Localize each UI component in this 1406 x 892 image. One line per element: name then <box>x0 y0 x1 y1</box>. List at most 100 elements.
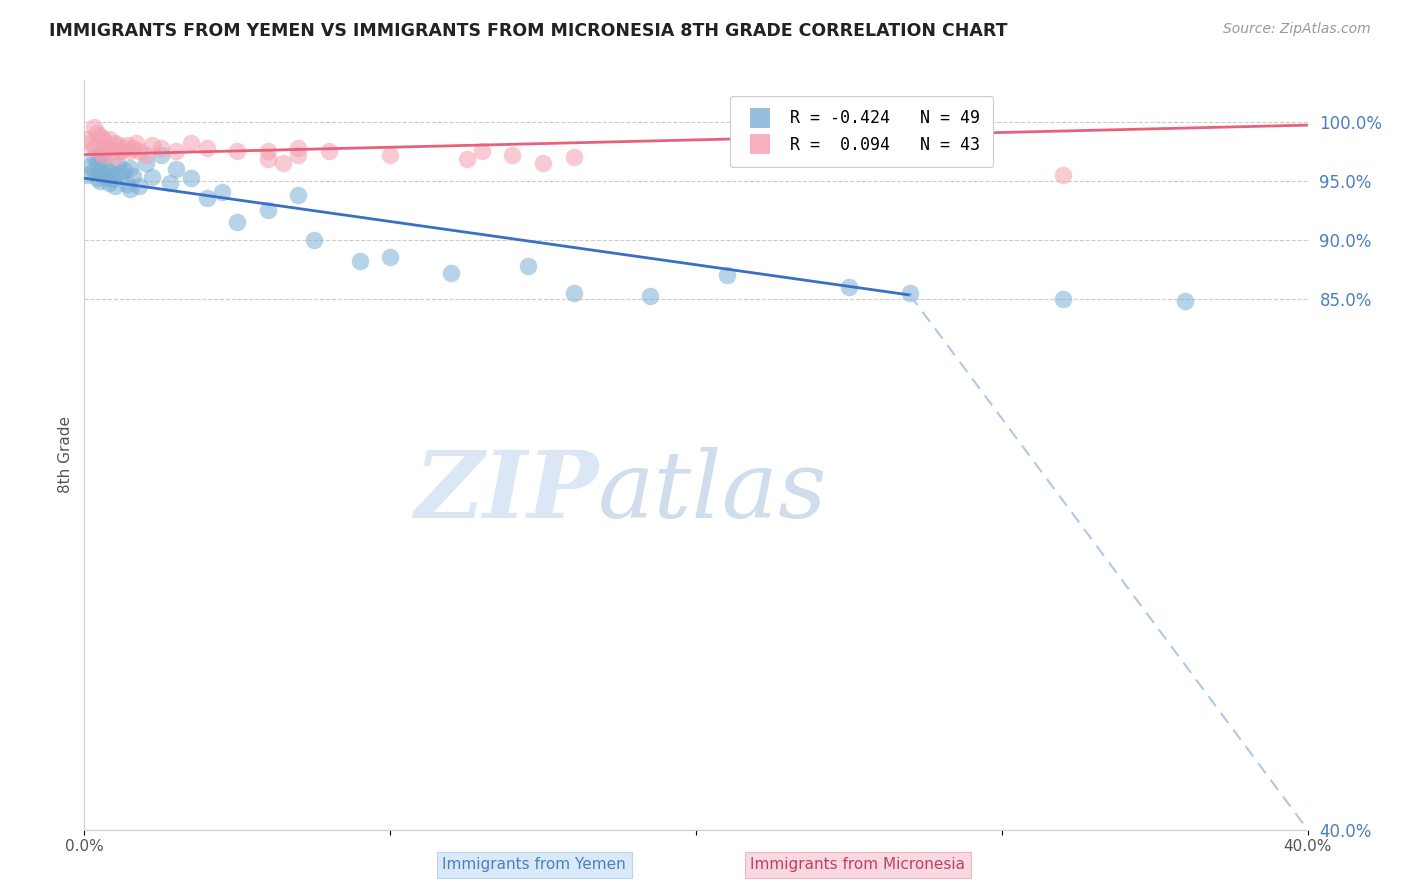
Text: Immigrants from Yemen: Immigrants from Yemen <box>443 857 626 872</box>
Point <box>349 253 371 268</box>
Point <box>107 138 129 153</box>
Point <box>141 138 163 153</box>
Point <box>195 140 218 154</box>
Point <box>440 266 463 280</box>
Point <box>89 164 111 178</box>
Point <box>149 140 172 154</box>
Point <box>120 182 142 196</box>
Point <box>91 168 114 182</box>
Point <box>91 147 114 161</box>
Point <box>287 147 309 161</box>
Point <box>115 138 138 153</box>
Point <box>101 172 124 186</box>
Point <box>76 132 98 146</box>
Point <box>135 147 157 161</box>
Point <box>94 138 117 153</box>
Point <box>97 176 120 190</box>
Point <box>94 161 117 176</box>
Point <box>86 127 108 141</box>
Point <box>115 177 138 191</box>
Point <box>838 279 860 293</box>
Point <box>104 179 127 194</box>
Point <box>110 144 132 158</box>
Point <box>271 156 294 170</box>
Point <box>898 285 921 300</box>
Point <box>107 158 129 172</box>
Point <box>128 144 150 158</box>
Point <box>502 147 524 161</box>
Point <box>83 150 105 164</box>
Text: atlas: atlas <box>598 448 828 537</box>
Point <box>180 136 202 150</box>
Point <box>128 179 150 194</box>
Point <box>1174 293 1197 308</box>
Point <box>89 147 111 161</box>
Y-axis label: 8th Grade: 8th Grade <box>58 417 73 493</box>
Point <box>165 161 187 176</box>
Point <box>135 156 157 170</box>
Legend: R = -0.424   N = 49, R =  0.094   N = 43: R = -0.424 N = 49, R = 0.094 N = 43 <box>730 96 994 167</box>
Point <box>257 144 280 158</box>
Point <box>83 140 105 154</box>
Point <box>97 132 120 146</box>
Point <box>257 203 280 218</box>
Point <box>287 140 309 154</box>
Point <box>141 169 163 184</box>
Text: Immigrants from Micronesia: Immigrants from Micronesia <box>751 857 965 872</box>
Point <box>149 147 172 161</box>
Point <box>516 259 538 273</box>
Point <box>89 173 111 187</box>
Point <box>97 165 120 179</box>
Text: Source: ZipAtlas.com: Source: ZipAtlas.com <box>1223 22 1371 37</box>
Point <box>83 164 105 178</box>
Point <box>195 191 218 205</box>
Point <box>104 168 127 182</box>
Point <box>86 156 108 170</box>
Point <box>226 215 249 229</box>
Point <box>89 128 111 143</box>
Point <box>562 150 585 164</box>
Point <box>120 161 142 175</box>
Point <box>112 140 135 154</box>
Point <box>101 144 124 158</box>
Point <box>471 144 494 158</box>
Point <box>104 136 127 150</box>
Point <box>91 132 114 146</box>
Point <box>94 169 117 184</box>
Point <box>110 167 132 181</box>
Point <box>1052 168 1074 182</box>
Text: ZIP: ZIP <box>413 448 598 537</box>
Point <box>257 153 280 167</box>
Point <box>287 187 309 202</box>
Point <box>302 233 325 247</box>
Point <box>122 169 145 183</box>
Point <box>79 136 101 150</box>
Point <box>104 150 127 164</box>
Point <box>112 163 135 178</box>
Point <box>89 144 111 158</box>
Point <box>180 171 202 186</box>
Point <box>226 144 249 158</box>
Point <box>1052 292 1074 306</box>
Point <box>380 250 402 264</box>
Point <box>76 168 98 182</box>
Point <box>638 289 661 303</box>
Point <box>380 147 402 161</box>
Point <box>165 144 187 158</box>
Point <box>122 140 145 154</box>
Text: IMMIGRANTS FROM YEMEN VS IMMIGRANTS FROM MICRONESIA 8TH GRADE CORRELATION CHART: IMMIGRANTS FROM YEMEN VS IMMIGRANTS FROM… <box>49 22 1008 40</box>
Point <box>97 140 120 154</box>
Point <box>159 176 181 190</box>
Point <box>79 160 101 174</box>
Point <box>125 136 148 150</box>
Point <box>318 144 340 158</box>
Point <box>456 153 478 167</box>
Point <box>120 144 142 158</box>
Point <box>83 120 105 135</box>
Point <box>562 285 585 300</box>
Point <box>716 268 738 282</box>
Point <box>211 186 233 200</box>
Point <box>91 153 114 167</box>
Point <box>531 156 554 170</box>
Point <box>86 171 108 186</box>
